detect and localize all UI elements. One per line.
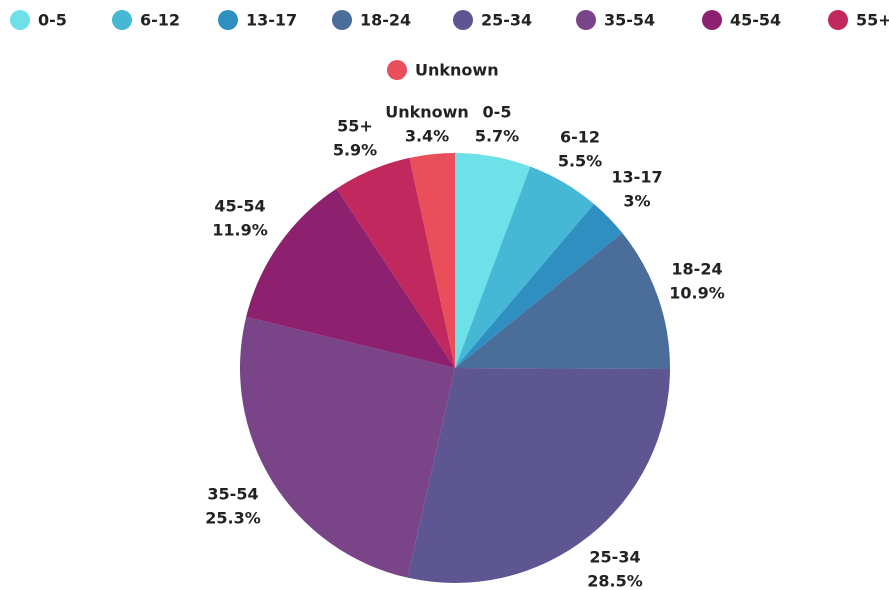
slice-category: 25-34: [589, 548, 640, 567]
legend-swatch: [828, 10, 848, 30]
legend-swatch: [387, 60, 407, 80]
pie-slice: [246, 188, 455, 368]
legend-swatch: [332, 10, 352, 30]
pie-slice: [240, 316, 455, 578]
slice-value: 3.4%: [405, 127, 449, 146]
pie-slice: [409, 153, 455, 368]
slice-category: 0-5: [483, 103, 512, 122]
legend-swatch: [10, 10, 30, 30]
legend-swatch: [576, 10, 596, 30]
legend-label: Unknown: [415, 61, 499, 80]
legend-label: 6-12: [140, 11, 180, 30]
legend-label: 55+: [856, 11, 889, 30]
pie-slice: [336, 157, 455, 368]
slice-value: 5.9%: [333, 141, 377, 160]
legend-label: 25-34: [481, 11, 532, 30]
slice-value: 3%: [623, 192, 650, 211]
slice-category: 55+: [337, 117, 373, 136]
slice-value: 5.5%: [558, 152, 602, 171]
slice-category: 13-17: [611, 168, 662, 187]
legend-label: 35-54: [604, 11, 655, 30]
slice-category: 45-54: [214, 197, 265, 216]
legend-label: 18-24: [360, 11, 411, 30]
pie-slice: [407, 368, 670, 584]
legend-label: 13-17: [246, 11, 297, 30]
pie-slice: [455, 153, 531, 368]
pie-slice: [455, 232, 670, 370]
slice-value: 10.9%: [669, 284, 725, 303]
slice-category: 18-24: [671, 260, 722, 279]
slice-value: 25.3%: [205, 509, 261, 528]
pie-slice: [455, 203, 623, 368]
slice-value: 28.5%: [587, 572, 643, 590]
slice-value: 5.7%: [475, 127, 519, 146]
slice-category: 6-12: [560, 128, 600, 147]
legend-label: 0-5: [38, 11, 67, 30]
slice-category: Unknown: [385, 103, 469, 122]
slice-category: 35-54: [207, 485, 258, 504]
legend-swatch: [702, 10, 722, 30]
legend-swatch: [112, 10, 132, 30]
pie-slice: [455, 166, 595, 368]
legend-swatch: [218, 10, 238, 30]
slice-value: 11.9%: [212, 221, 268, 240]
legend-swatch: [453, 10, 473, 30]
legend-label: 45-54: [730, 11, 781, 30]
